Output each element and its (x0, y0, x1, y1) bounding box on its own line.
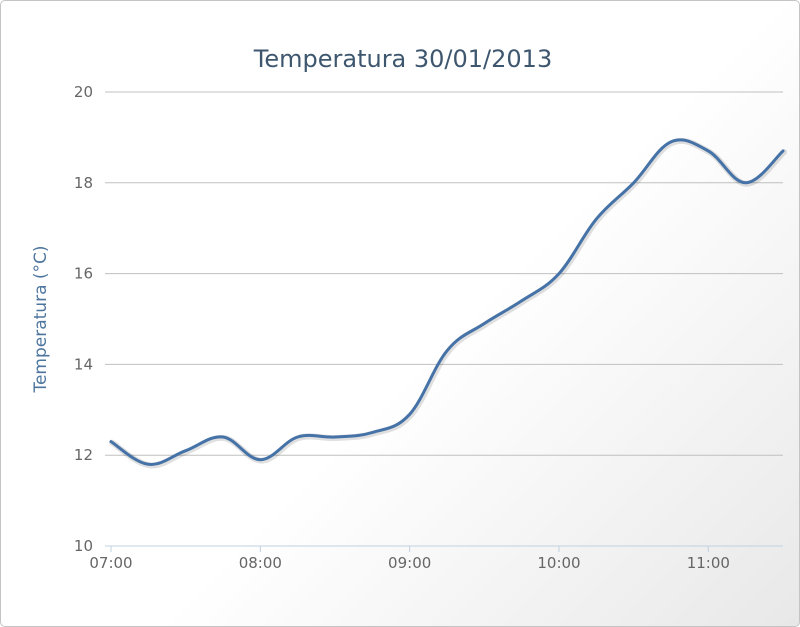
series-layer (108, 137, 787, 469)
x-tick-label: 07:00 (89, 554, 132, 572)
y-tick-label: 10 (74, 537, 93, 555)
y-tick-label: 16 (74, 265, 93, 283)
data-point[interactable] (705, 148, 711, 154)
chart-title: Temperatura 30/01/2013 (253, 45, 552, 73)
y-axis-title: Temperatura (°C) (31, 245, 51, 393)
temperature-series-line[interactable] (109, 138, 785, 466)
data-point[interactable] (407, 411, 413, 417)
data-point[interactable] (519, 298, 525, 304)
data-point[interactable] (332, 434, 338, 440)
data-point[interactable] (556, 271, 562, 277)
data-point[interactable] (631, 180, 637, 186)
data-point[interactable] (220, 434, 226, 440)
y-tick-label: 12 (74, 446, 93, 464)
y-tick-label: 18 (74, 174, 93, 192)
data-point[interactable] (295, 434, 301, 440)
x-tick-label: 11:00 (687, 554, 730, 572)
data-point[interactable] (593, 216, 599, 222)
data-point[interactable] (183, 448, 189, 454)
data-point[interactable] (369, 430, 375, 436)
x-axis (105, 545, 783, 552)
grid (105, 91, 783, 456)
y-tick-label: 20 (74, 83, 93, 101)
data-point[interactable] (108, 439, 114, 445)
data-point[interactable] (257, 457, 263, 463)
data-point[interactable] (668, 139, 674, 145)
data-point[interactable] (145, 461, 151, 467)
series-line-shadow (109, 137, 787, 469)
y-tick-label: 14 (74, 355, 93, 373)
tick-labels: 10 12 14 16 18 20 07:00 08:00 09:00 10:00 11:00 (74, 83, 730, 572)
data-point[interactable] (481, 321, 487, 327)
x-tick-label: 09:00 (388, 554, 431, 572)
x-tick-label: 08:00 (239, 554, 282, 572)
data-point[interactable] (444, 348, 450, 354)
data-point[interactable] (743, 180, 749, 186)
data-point[interactable] (780, 148, 786, 154)
x-tick-label: 10:00 (537, 554, 580, 572)
